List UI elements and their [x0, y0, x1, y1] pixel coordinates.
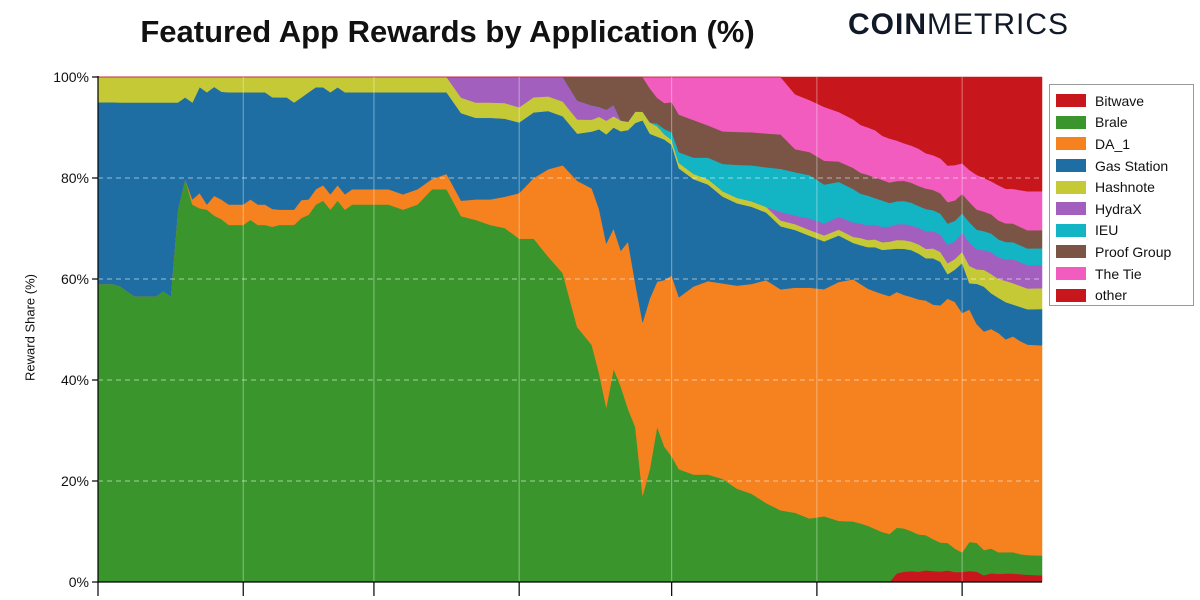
- legend-label-brale: Brale: [1095, 114, 1128, 131]
- grid-layer: [98, 77, 1042, 582]
- legend-item-gas-station: Gas Station: [1056, 155, 1193, 177]
- legend-item-hydrax: HydraX: [1056, 198, 1193, 220]
- legend-label-hydrax: HydraX: [1095, 200, 1142, 217]
- legend-swatch-da-1: [1056, 137, 1086, 151]
- legend-swatch-bitwave: [1056, 94, 1086, 108]
- legend-swatch-ieu: [1056, 223, 1086, 237]
- y-axis-label: Reward Share (%): [22, 274, 38, 381]
- legend-item-brale: Brale: [1056, 112, 1193, 134]
- y-tick-label-4: 80%: [61, 170, 89, 186]
- y-tick-label-0: 0%: [69, 574, 89, 590]
- legend-swatch-hashnote: [1056, 180, 1086, 194]
- legend-swatch-hydrax: [1056, 202, 1086, 216]
- legend-item-the-tie: The Tie: [1056, 263, 1193, 285]
- series-area-bitwave-9: [98, 76, 1043, 192]
- area-layer: [97, 76, 1043, 583]
- legend-swatch-the-tie: [1056, 267, 1086, 281]
- y-tick-label-5: 100%: [53, 69, 89, 85]
- legend-item-ieu: IEU: [1056, 220, 1193, 242]
- legend-label-the-tie: The Tie: [1095, 265, 1142, 282]
- chart-legend: Bitwave Brale DA_1 Gas Station Hashnote Hydra…: [1049, 84, 1194, 306]
- legend-item-other: other: [1056, 284, 1193, 306]
- legend-swatch-brale: [1056, 115, 1086, 129]
- legend-label-bitwave: Bitwave: [1095, 92, 1145, 109]
- y-tick-label-2: 40%: [61, 372, 89, 388]
- legend-item-proof-group: Proof Group: [1056, 241, 1193, 263]
- axes-layer: 0% 20% 40% 60% 80% 100%: [53, 69, 1042, 596]
- legend-item-bitwave: Bitwave: [1056, 90, 1193, 112]
- legend-label-gas-station: Gas Station: [1095, 157, 1169, 174]
- chart-title: Featured App Rewards by Application (%): [140, 14, 755, 49]
- legend-swatch-proof-group: [1056, 245, 1086, 259]
- legend-swatch-gas-station: [1056, 159, 1086, 173]
- legend-label-hashnote: Hashnote: [1095, 179, 1155, 196]
- legend-label-da-1: DA_1: [1095, 135, 1131, 152]
- legend-item-da-1: DA_1: [1056, 133, 1193, 155]
- legend-swatch-other: [1056, 288, 1086, 302]
- legend-label-proof-group: Proof Group: [1095, 243, 1172, 260]
- legend-item-hashnote: Hashnote: [1056, 176, 1193, 198]
- y-tick-label-1: 20%: [61, 473, 89, 489]
- logo-text-metrics: METRICS: [927, 8, 1069, 41]
- coinmetrics-logo: COINMETRICS: [848, 8, 1069, 42]
- legend-label-ieu: IEU: [1095, 222, 1119, 239]
- logo-text-coin: COIN: [848, 8, 927, 41]
- y-tick-label-3: 60%: [61, 271, 89, 287]
- legend-label-other: other: [1095, 287, 1127, 304]
